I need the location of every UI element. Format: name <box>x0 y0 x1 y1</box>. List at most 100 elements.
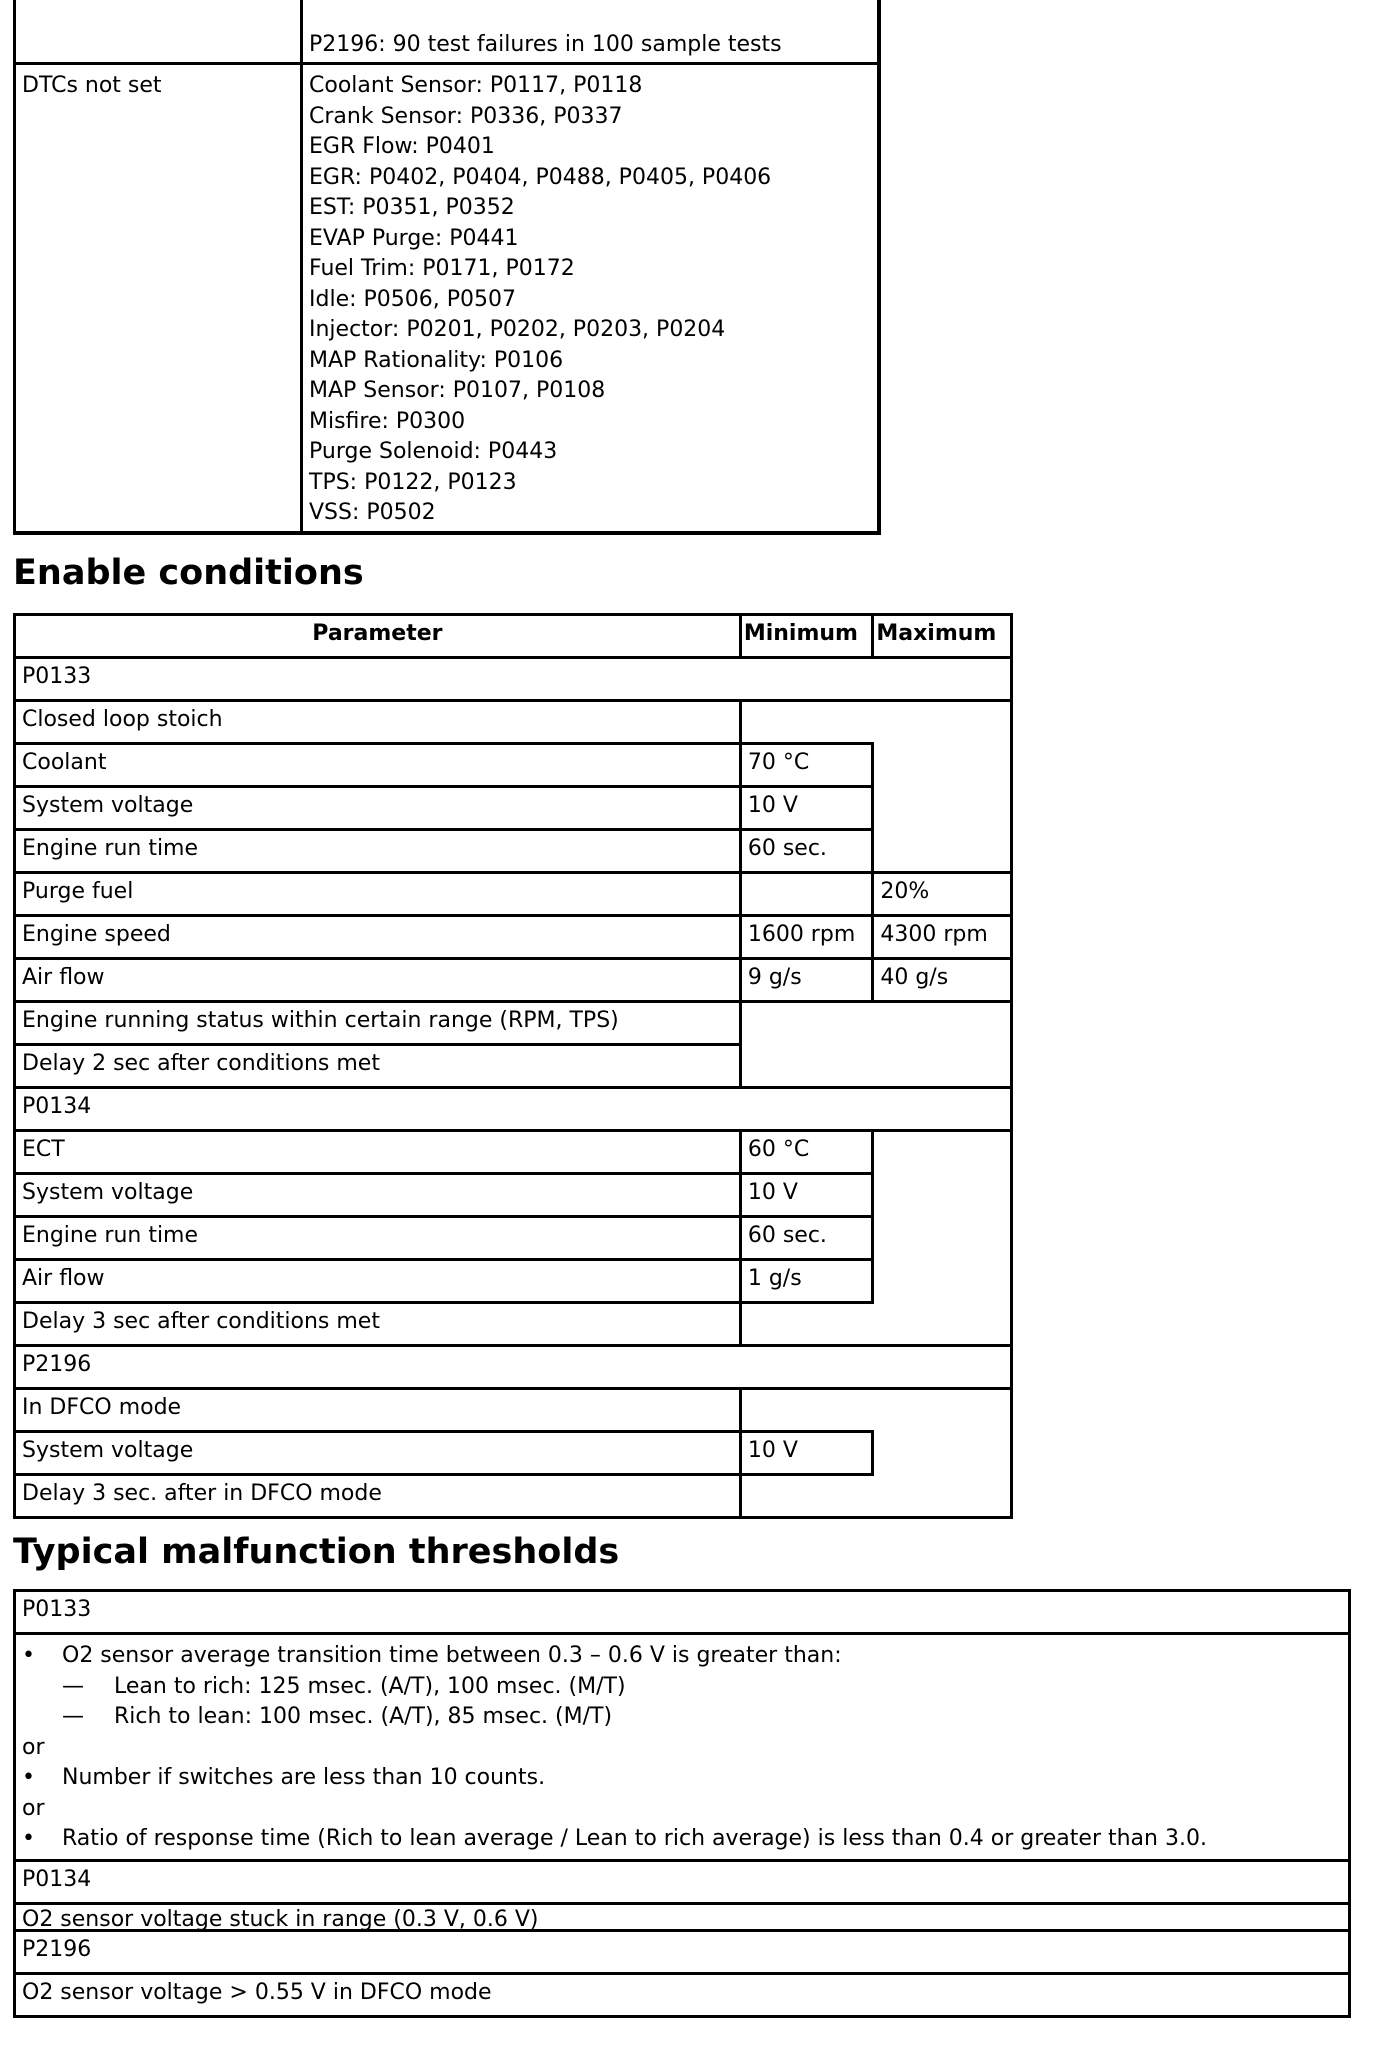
parameter-cell: Air flow <box>13 957 742 1003</box>
table-row: Closed loop stoich <box>13 699 1012 745</box>
bullet-icon: • <box>22 1643 35 1668</box>
maximum-cell-empty <box>873 1260 1012 1303</box>
dash-icon: — <box>62 1704 84 1729</box>
minimum-cell-empty <box>740 701 873 744</box>
value-line: EGR Flow: P0401 <box>309 134 495 159</box>
maximum-cell-empty <box>873 787 1012 830</box>
minimum-cell: 9 g/s <box>738 957 875 1003</box>
parameter-cell: Delay 3 sec. after in DFCO mode <box>13 1473 742 1519</box>
maximum-cell-empty <box>873 1045 1012 1088</box>
value-line: Misfire: P0300 <box>309 408 466 434</box>
parameter-cell: Engine run time <box>13 1215 742 1261</box>
parameter-cell: Air flow <box>13 1258 742 1304</box>
group-row: P0133 <box>13 656 1013 702</box>
minimum-cell-empty <box>740 1389 873 1432</box>
maximum-cell-empty <box>873 701 1012 744</box>
header-parameter: Parameter <box>13 613 742 659</box>
maximum-cell-empty <box>873 1475 1012 1518</box>
minimum-cell: 1 g/s <box>738 1258 875 1304</box>
maximum-cell-empty <box>873 830 1012 873</box>
threshold-content: O2 sensor voltage > 0.55 V in DFCO mode <box>13 1971 1351 2018</box>
parameter-cell: Engine running status within certain ran… <box>13 1000 742 1046</box>
value-line: TPS: P0122, P0123 <box>309 469 517 495</box>
table-row: Engine run time 60 sec. <box>13 1215 1012 1261</box>
sub-item: — Rich to lean: 100 msec. (A/T), 85 msec.… <box>22 1702 1342 1733</box>
maximum-cell-empty <box>873 1389 1012 1432</box>
dash-icon: — <box>62 1673 84 1699</box>
parameter-cell: ECT <box>13 1129 742 1175</box>
maximum-cell-empty <box>873 1002 1012 1045</box>
minimum-cell-empty <box>740 1303 873 1346</box>
table-row: Engine run time 60 sec. <box>13 828 1012 874</box>
table-row: Air flow 1 g/s <box>13 1258 1012 1304</box>
parameter-cell: Engine run time <box>13 828 742 874</box>
table-row: Delay 3 sec after conditions met <box>13 1301 1012 1347</box>
table-row: System voltage 10 V <box>13 785 1012 831</box>
dtc-conditions-table: P2196: 90 test failures in 100 sample te… <box>13 0 881 535</box>
parameter-cell: Purge fuel <box>13 871 742 917</box>
table-row: ECT 60 °C <box>13 1129 1012 1175</box>
table-row: Delay 3 sec. after in DFCO mode <box>13 1473 1012 1519</box>
item-text: O2 sensor average transition time betwee… <box>62 1643 842 1668</box>
minimum-cell: 10 V <box>738 785 875 831</box>
header-minimum: Minimum <box>738 613 875 659</box>
dtc-code: P0133 <box>13 656 1013 702</box>
maximum-cell-empty <box>873 1303 1012 1346</box>
value-line: Purge Solenoid: P0443 <box>309 439 558 464</box>
bullet-item: • Ratio of response time (Rich to lean av… <box>22 1824 1342 1855</box>
minimum-cell-empty <box>740 1045 873 1088</box>
dtc-code: P0134 <box>13 1086 1013 1132</box>
code-row: P0134 <box>13 1858 1351 1905</box>
bullet-icon: • <box>22 1765 35 1790</box>
maximum-cell: 4300 rpm <box>871 914 1013 960</box>
table-row: In DFCO mode <box>13 1387 1012 1433</box>
item-text: Lean to rich: 125 msec. (A/T), 100 msec.… <box>114 1673 626 1699</box>
group-row: P0134 <box>13 1086 1013 1132</box>
minimum-cell: 60 °C <box>738 1129 875 1175</box>
minimum-cell: 60 sec. <box>738 828 875 874</box>
table-row: Engine running status within certain ran… <box>13 1000 1012 1046</box>
parameter-cell: System voltage <box>13 1172 742 1218</box>
table-row: Delay 2 sec after conditions met <box>13 1043 1012 1089</box>
minimum-cell: 10 V <box>738 1172 875 1218</box>
bullet-item: • O2 sensor average transition time betwe… <box>22 1641 1342 1672</box>
minimum-cell: 60 sec. <box>738 1215 875 1261</box>
item-text: Ratio of response time (Rich to lean ave… <box>62 1826 1207 1851</box>
table-row: DTCs not set Coolant Sensor: P0117, P0118… <box>13 62 881 534</box>
threshold-content: • O2 sensor average transition time betwe… <box>13 1632 1351 1862</box>
value-line: Injector: P0201, P0202, P0203, P0204 <box>309 317 726 342</box>
table-row: Coolant 70 °C <box>13 742 1012 788</box>
minimum-cell: 1600 rpm <box>738 914 875 960</box>
table-row: Engine speed 1600 rpm 4300 rpm <box>13 914 1013 960</box>
maximum-cell: 20% <box>871 871 1013 917</box>
group-row: P2196 <box>13 1344 1013 1390</box>
minimum-cell-empty <box>740 1475 873 1518</box>
maximum-cell: 40 g/s <box>871 957 1013 1003</box>
parameter-cell: System voltage <box>13 785 742 831</box>
row-label: DTCs not set <box>13 62 303 534</box>
table-row: P2196: 90 test failures in 100 sample te… <box>13 0 881 65</box>
thresholds-heading: Typical malfunction thresholds <box>13 1532 620 1572</box>
table-row: System voltage 10 V <box>13 1172 1012 1218</box>
parameter-cell: In DFCO mode <box>13 1387 742 1433</box>
table-row: Purge fuel 20% <box>13 871 1013 917</box>
parameter-cell: Coolant <box>13 742 742 788</box>
maximum-cell-empty <box>873 1174 1012 1217</box>
parameter-cell: System voltage <box>13 1430 742 1476</box>
maximum-cell-empty <box>873 1432 1012 1475</box>
sub-item: — Lean to rich: 125 msec. (A/T), 100 msec… <box>22 1672 1342 1703</box>
code-row: P0133 <box>13 1589 1351 1635</box>
bullet-icon: • <box>22 1826 35 1851</box>
header-maximum: Maximum <box>871 613 1013 659</box>
minimum-cell: 10 V <box>738 1430 875 1476</box>
row-value: P2196: 90 test failures in 100 sample te… <box>300 0 881 65</box>
value-line: Coolant Sensor: P0117, P0118 <box>309 73 643 98</box>
minimum-cell-empty <box>740 873 873 916</box>
table-row: Air flow 9 g/s 40 g/s <box>13 957 1013 1003</box>
minimum-cell-empty <box>740 1002 873 1045</box>
row-label <box>13 0 303 65</box>
value-line: EST: P0351, P0352 <box>309 195 515 220</box>
parameter-cell: Delay 2 sec after conditions met <box>13 1043 742 1089</box>
threshold-content: O2 sensor voltage stuck in range (0.3 V,… <box>22 1906 539 1929</box>
parameter-cell: Closed loop stoich <box>13 699 742 745</box>
